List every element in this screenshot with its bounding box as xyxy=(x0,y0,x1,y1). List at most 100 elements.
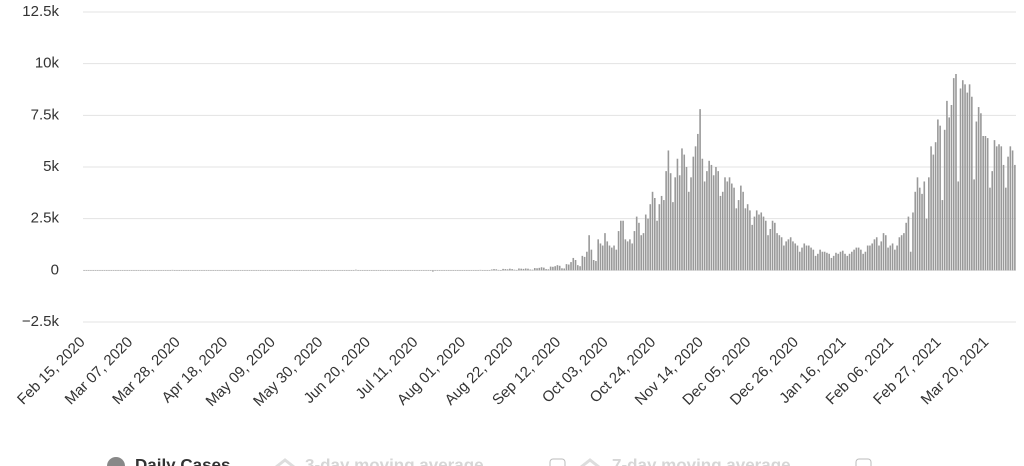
bar[interactable] xyxy=(182,270,185,271)
bar[interactable] xyxy=(210,270,212,271)
bar[interactable] xyxy=(909,251,912,271)
bar[interactable] xyxy=(92,270,94,271)
bar[interactable] xyxy=(361,270,364,271)
bar[interactable] xyxy=(871,243,874,271)
bar[interactable] xyxy=(977,107,980,271)
bar[interactable] xyxy=(241,270,244,271)
bar[interactable] xyxy=(583,256,586,271)
bar[interactable] xyxy=(359,270,362,271)
bar[interactable] xyxy=(257,270,260,271)
bar[interactable] xyxy=(427,270,430,271)
bar[interactable] xyxy=(918,187,921,271)
bar[interactable] xyxy=(905,222,907,271)
bar[interactable] xyxy=(515,269,518,271)
bar[interactable] xyxy=(719,195,722,271)
bar[interactable] xyxy=(889,245,892,271)
bar[interactable] xyxy=(425,270,427,271)
bar[interactable] xyxy=(355,269,357,271)
bar[interactable] xyxy=(658,204,661,271)
bar[interactable] xyxy=(121,270,124,271)
bar[interactable] xyxy=(278,270,280,271)
bar[interactable] xyxy=(83,270,85,271)
bar[interactable] xyxy=(730,183,733,271)
bar[interactable] xyxy=(631,243,633,271)
bar[interactable] xyxy=(289,270,292,271)
bar[interactable] xyxy=(887,247,889,271)
bar[interactable] xyxy=(418,270,421,271)
bar[interactable] xyxy=(341,270,344,271)
bar[interactable] xyxy=(993,140,996,271)
bar[interactable] xyxy=(330,270,332,271)
bar[interactable] xyxy=(735,208,738,271)
bar[interactable] xyxy=(230,270,233,271)
bar[interactable] xyxy=(420,270,423,271)
bar[interactable] xyxy=(971,96,973,271)
bar[interactable] xyxy=(758,214,760,271)
bar[interactable] xyxy=(986,138,989,271)
bar[interactable] xyxy=(771,220,774,271)
bar[interactable] xyxy=(742,191,744,271)
bar[interactable] xyxy=(176,270,178,271)
bar[interactable] xyxy=(570,262,572,271)
bar[interactable] xyxy=(545,269,547,271)
bar[interactable] xyxy=(803,243,806,271)
bar[interactable] xyxy=(875,237,878,271)
bar[interactable] xyxy=(513,269,516,271)
bar[interactable] xyxy=(869,245,871,271)
bar[interactable] xyxy=(794,243,797,271)
bar[interactable] xyxy=(196,270,199,271)
bar[interactable] xyxy=(377,270,380,271)
bar[interactable] xyxy=(837,253,840,271)
bar[interactable] xyxy=(85,270,88,271)
bar[interactable] xyxy=(685,167,688,271)
bar[interactable] xyxy=(830,257,833,271)
bar[interactable] xyxy=(930,146,932,271)
bar[interactable] xyxy=(475,270,477,271)
bar[interactable] xyxy=(586,251,588,271)
bar[interactable] xyxy=(293,270,296,271)
bar[interactable] xyxy=(769,229,772,271)
bar[interactable] xyxy=(762,216,765,271)
bar[interactable] xyxy=(712,175,715,271)
bar[interactable] xyxy=(101,270,104,271)
bar[interactable] xyxy=(339,270,341,271)
bar[interactable] xyxy=(706,171,708,271)
bar[interactable] xyxy=(966,92,969,271)
bar[interactable] xyxy=(556,265,559,271)
bar[interactable] xyxy=(543,267,545,271)
bar[interactable] xyxy=(436,270,439,271)
bar[interactable] xyxy=(395,270,398,271)
bar[interactable] xyxy=(717,171,720,271)
bar[interactable] xyxy=(248,270,251,271)
bar[interactable] xyxy=(173,270,176,271)
bar[interactable] xyxy=(751,224,753,271)
bar[interactable] xyxy=(884,235,887,271)
bar[interactable] xyxy=(880,241,883,271)
bar[interactable] xyxy=(450,270,452,271)
bar[interactable] xyxy=(481,270,484,271)
bar[interactable] xyxy=(676,158,679,271)
bar[interactable] xyxy=(780,237,783,271)
bar[interactable] xyxy=(178,270,181,271)
bar[interactable] xyxy=(565,264,568,271)
bar[interactable] xyxy=(321,270,323,271)
bar[interactable] xyxy=(312,270,314,271)
bar[interactable] xyxy=(934,142,937,271)
bar[interactable] xyxy=(108,270,110,271)
bar[interactable] xyxy=(533,268,536,271)
bar[interactable] xyxy=(690,177,692,271)
bar[interactable] xyxy=(162,270,165,271)
bar[interactable] xyxy=(588,235,590,271)
bar[interactable] xyxy=(903,233,905,271)
bar[interactable] xyxy=(334,270,337,271)
bar[interactable] xyxy=(495,269,498,271)
bar[interactable] xyxy=(497,269,500,271)
bar[interactable] xyxy=(90,270,92,271)
bar[interactable] xyxy=(835,252,837,271)
bar[interactable] xyxy=(552,266,554,271)
bar[interactable] xyxy=(500,270,502,271)
bar[interactable] xyxy=(185,270,187,271)
bar[interactable] xyxy=(701,158,704,271)
bar[interactable] xyxy=(547,269,550,271)
bar[interactable] xyxy=(486,270,489,271)
